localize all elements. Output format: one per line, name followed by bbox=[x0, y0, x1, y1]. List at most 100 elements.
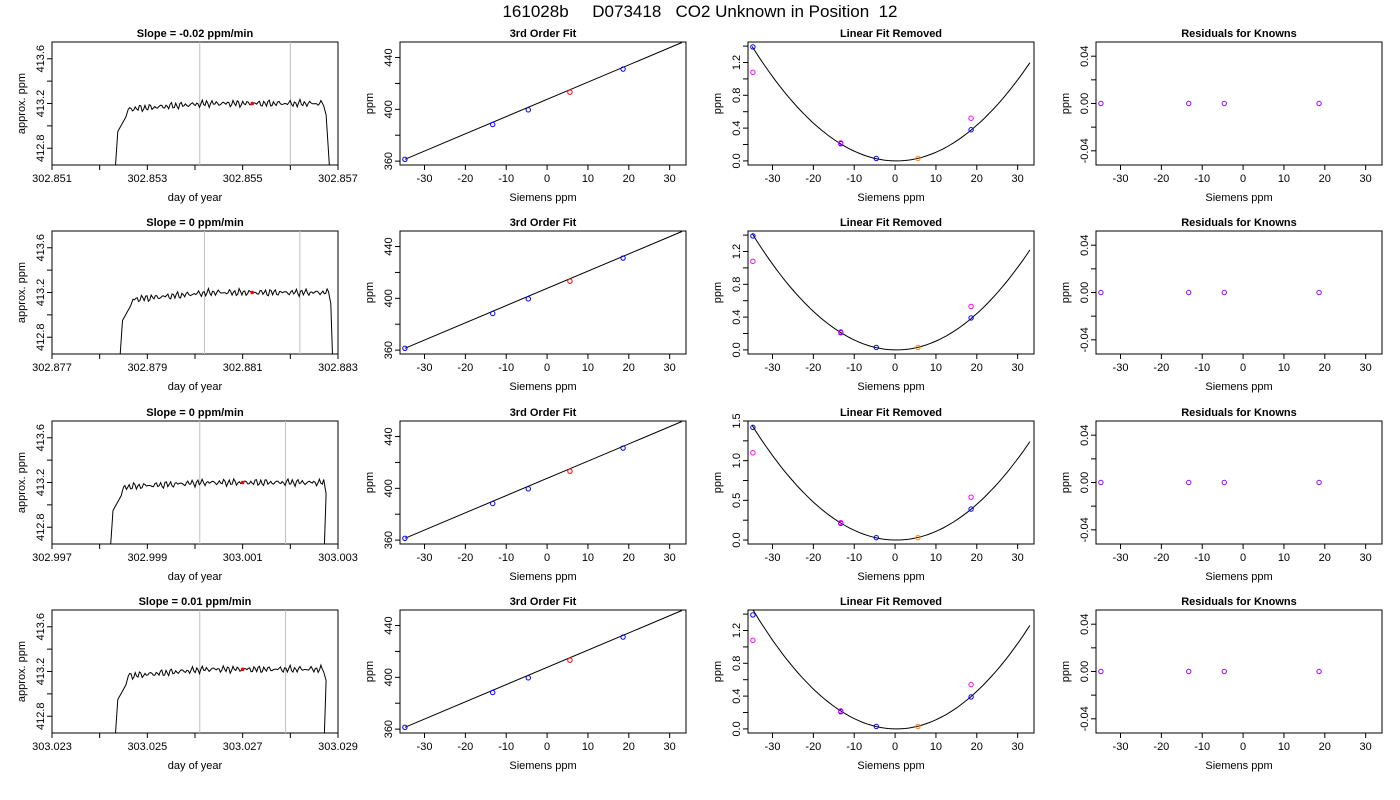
y-tick-label: 413.6 bbox=[35, 613, 47, 641]
panel-2-1: Slope = 0 ppm/min 302.877 302.879 302.881 30… bbox=[16, 217, 358, 393]
x-axis-label: Siemens ppm bbox=[1205, 760, 1272, 772]
y-tick-label: 440 bbox=[383, 616, 395, 634]
data-point bbox=[968, 681, 974, 688]
fit-line bbox=[404, 42, 683, 160]
plot-frame bbox=[399, 230, 687, 355]
panel-3-2: 3rd Order Fit -30 -20 -10 0 10 20 30 360 400 440 Si… bbox=[364, 407, 687, 583]
panel-title: 3rd Order Fit bbox=[510, 28, 577, 40]
x-tick-label: 30 bbox=[1360, 741, 1372, 753]
plot-data bbox=[115, 610, 327, 733]
data-point bbox=[968, 506, 974, 512]
x-axis-label: day of year bbox=[168, 381, 223, 393]
y-tick-label: 440 bbox=[383, 427, 395, 445]
plot-frame bbox=[399, 420, 687, 545]
plot-frame bbox=[1095, 420, 1383, 545]
x-tick-label: 20 bbox=[623, 362, 635, 374]
y-tick-label: 0.04 bbox=[1079, 424, 1091, 445]
data-point bbox=[620, 255, 626, 261]
signal-trace bbox=[115, 663, 327, 733]
x-axis-label: Siemens ppm bbox=[857, 571, 924, 583]
panel-4-3: Linear Fit Removed -30 -20 -10 0 10 20 30 0.0 0.4… bbox=[712, 596, 1035, 772]
mean-marker bbox=[240, 480, 245, 485]
y-tick-label: 413.2 bbox=[35, 469, 47, 497]
x-tick-label: -20 bbox=[1153, 552, 1169, 564]
y-tick-label: 400 bbox=[383, 668, 395, 686]
y-axis-label: approx. ppm bbox=[16, 452, 28, 513]
x-tick-label: -30 bbox=[1113, 173, 1129, 185]
data-point bbox=[750, 637, 756, 644]
plot-frame bbox=[399, 609, 687, 734]
plot-data bbox=[1098, 289, 1322, 296]
data-point bbox=[402, 535, 408, 542]
y-tick-label: -0.04 bbox=[1079, 138, 1091, 163]
x-tick-label: 302.881 bbox=[223, 362, 263, 374]
x-tick-label: 30 bbox=[664, 741, 676, 753]
x-tick-label: 0 bbox=[892, 552, 898, 564]
x-tick-label: 302.879 bbox=[127, 362, 167, 374]
plot-data bbox=[402, 610, 683, 731]
fit-curve bbox=[751, 46, 1031, 162]
x-tick-label: 303.001 bbox=[223, 552, 263, 564]
data-point bbox=[1221, 668, 1227, 675]
x-tick-label: 10 bbox=[582, 552, 594, 564]
plot-data bbox=[750, 424, 1031, 541]
x-tick-label: 20 bbox=[623, 173, 635, 185]
y-tick-label: 413.2 bbox=[35, 90, 47, 118]
data-point bbox=[838, 140, 844, 146]
data-point bbox=[567, 657, 573, 663]
data-point bbox=[915, 723, 921, 730]
panel-title: Residuals for Knowns bbox=[1181, 596, 1297, 608]
x-tick-label: 303.027 bbox=[223, 741, 263, 753]
plot-data bbox=[750, 44, 1031, 162]
plot-frame bbox=[747, 420, 1035, 545]
data-point bbox=[525, 107, 531, 113]
x-tick-label: 0 bbox=[544, 552, 550, 564]
plot-frame bbox=[399, 41, 687, 166]
x-tick-label: 0 bbox=[892, 362, 898, 374]
x-tick-label: -30 bbox=[765, 173, 781, 185]
x-tick-label: 10 bbox=[582, 741, 594, 753]
x-tick-label: 10 bbox=[1278, 173, 1290, 185]
plot-frame bbox=[1095, 41, 1383, 166]
data-point bbox=[968, 127, 974, 133]
x-tick-label: -10 bbox=[498, 741, 514, 753]
x-tick-label: -30 bbox=[417, 173, 433, 185]
panel-1-1: Slope = -0.02 ppm/min 302.851 302.853 302.8… bbox=[16, 28, 358, 204]
y-tick-label: 413.2 bbox=[35, 658, 47, 686]
y-axis-label: ppm bbox=[1060, 93, 1072, 114]
panel-title: Linear Fit Removed bbox=[840, 28, 942, 40]
y-tick-label: 0.00 bbox=[1079, 472, 1091, 493]
plot-frame bbox=[747, 230, 1035, 355]
x-tick-label: 30 bbox=[1012, 552, 1024, 564]
x-tick-label: -20 bbox=[457, 741, 473, 753]
x-tick-label: 302.877 bbox=[32, 362, 72, 374]
y-tick-label: 413.6 bbox=[35, 424, 47, 452]
x-tick-label: -30 bbox=[765, 741, 781, 753]
x-tick-label: 10 bbox=[1278, 552, 1290, 564]
y-tick-label: 440 bbox=[383, 48, 395, 66]
x-axis-label: day of year bbox=[168, 571, 223, 583]
data-point bbox=[402, 345, 408, 352]
plot-frame bbox=[51, 420, 339, 545]
x-tick-label: -10 bbox=[498, 362, 514, 374]
x-tick-label: -10 bbox=[1194, 741, 1210, 753]
data-point bbox=[1186, 100, 1192, 107]
x-tick-label: 0 bbox=[1240, 741, 1246, 753]
y-axis-label: ppm bbox=[364, 661, 376, 682]
x-tick-label: -30 bbox=[765, 552, 781, 564]
data-point bbox=[750, 69, 756, 76]
x-tick-label: 30 bbox=[1012, 173, 1024, 185]
page-title: 161028b D073418 CO2 Unknown in Position … bbox=[502, 2, 898, 21]
panel-2-2: 3rd Order Fit -30 -20 -10 0 10 20 30 360 400 440 Si… bbox=[364, 217, 687, 393]
x-tick-label: 302.997 bbox=[32, 552, 72, 564]
panel-title: 3rd Order Fit bbox=[510, 217, 577, 229]
signal-trace bbox=[119, 286, 333, 354]
mean-marker bbox=[250, 290, 254, 295]
panel-title: 3rd Order Fit bbox=[510, 596, 577, 608]
data-point bbox=[490, 500, 496, 507]
x-tick-label: 0 bbox=[544, 362, 550, 374]
data-point bbox=[873, 344, 879, 351]
panel-title: Linear Fit Removed bbox=[840, 596, 942, 608]
data-point bbox=[838, 329, 844, 335]
plot-data bbox=[402, 421, 683, 542]
